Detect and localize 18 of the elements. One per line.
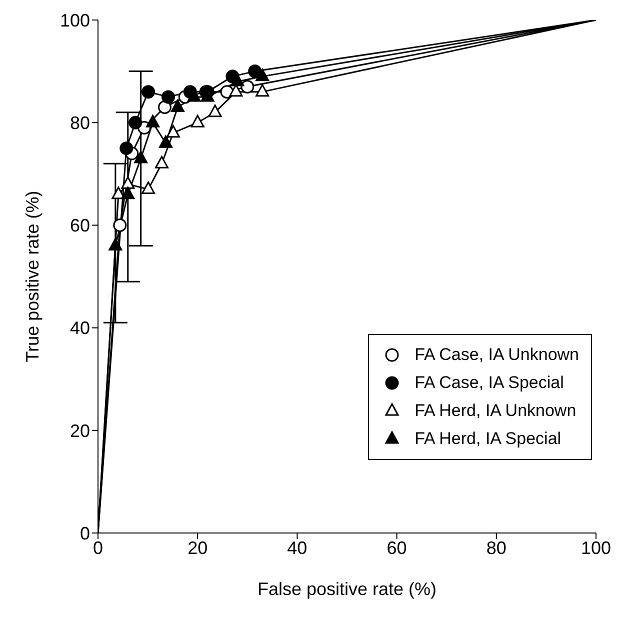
x-tick-label: 60	[386, 538, 407, 558]
y-axis-title: True positive rate (%)	[22, 190, 42, 362]
y-tick-label: 60	[70, 216, 90, 236]
y-tick-label: 40	[70, 318, 90, 338]
x-axis-title: False positive rate (%)	[257, 579, 437, 599]
x-tick-label: 20	[188, 538, 208, 558]
x-tick-label: 100	[580, 538, 612, 558]
x-tick-label: 80	[486, 538, 506, 558]
legend-label: FA Case, IA Unknown	[414, 345, 579, 365]
legend-label: FA Case, IA Special	[414, 373, 564, 393]
x-tick-label: 40	[287, 538, 308, 558]
legend-label: FA Herd, IA Unknown	[414, 401, 576, 421]
y-tick-label: 20	[70, 420, 90, 441]
y-tick-label: 0	[80, 523, 90, 544]
y-tick-label: 80	[70, 112, 90, 133]
legend-label: FA Herd, IA Special	[414, 429, 562, 449]
x-tick-label: 0	[92, 538, 104, 558]
y-tick-label: 100	[60, 10, 90, 30]
